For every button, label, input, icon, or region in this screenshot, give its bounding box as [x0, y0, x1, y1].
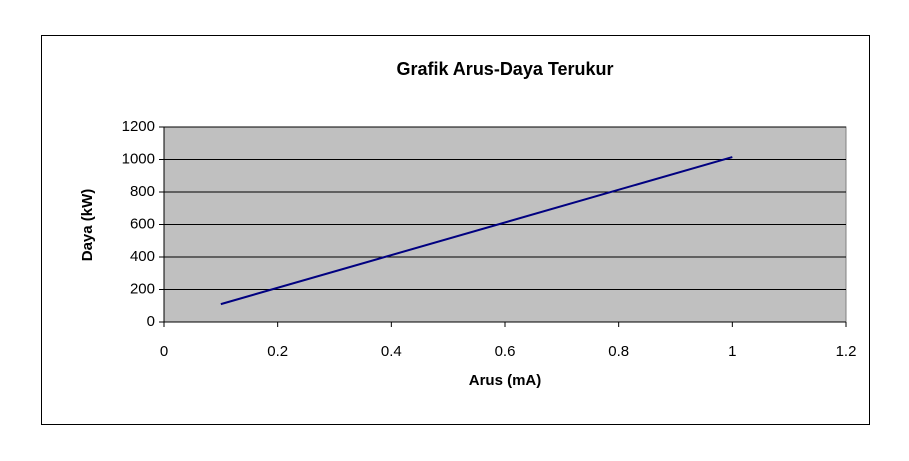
- y-tick-label: 600: [130, 215, 155, 232]
- x-axis-label: Arus (mA): [469, 372, 542, 389]
- x-tick-label: 1: [728, 343, 736, 360]
- y-axis-label: Daya (kW): [79, 189, 96, 262]
- y-tick-label: 1000: [122, 150, 155, 167]
- x-tick-label: 0: [160, 343, 168, 360]
- x-tick-label: 0.6: [495, 343, 516, 360]
- chart-title: Grafik Arus-Daya Terukur: [396, 59, 613, 79]
- y-tick-label: 1200: [122, 118, 155, 135]
- x-tick-label: 0.2: [267, 343, 288, 360]
- y-tick-label: 800: [130, 183, 155, 200]
- y-tick-label: 0: [147, 313, 155, 330]
- data-line: [220, 156, 733, 306]
- x-tick-label: 0.8: [608, 343, 629, 360]
- x-tick-label: 1.2: [836, 343, 857, 360]
- y-tick-label: 200: [130, 280, 155, 297]
- x-tick-label: 0.4: [381, 343, 402, 360]
- y-tick-label: 400: [130, 248, 155, 265]
